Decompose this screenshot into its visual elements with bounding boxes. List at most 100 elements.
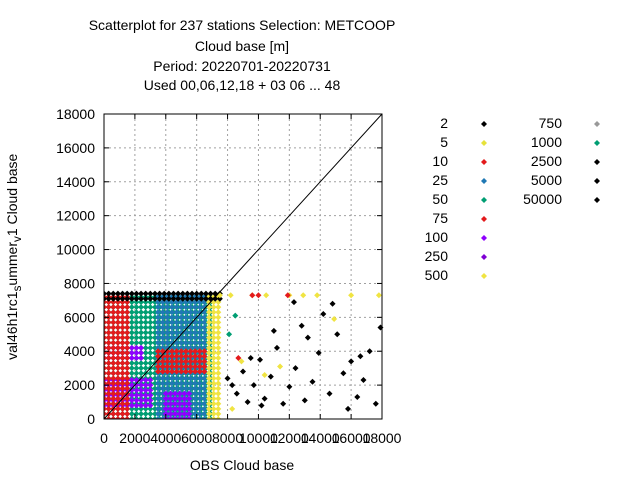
data-point bbox=[227, 292, 234, 299]
data-point bbox=[173, 368, 180, 375]
data-point bbox=[110, 319, 117, 326]
data-point bbox=[178, 324, 185, 331]
data-point bbox=[173, 380, 180, 387]
data-point bbox=[189, 295, 196, 302]
data-point bbox=[206, 370, 213, 377]
x-tick-label: 2000 bbox=[119, 430, 150, 446]
data-point bbox=[138, 324, 145, 331]
data-point bbox=[105, 416, 112, 419]
data-point bbox=[161, 295, 168, 302]
data-point bbox=[170, 295, 177, 302]
data-point bbox=[286, 383, 293, 390]
data-point bbox=[206, 319, 213, 326]
data-point bbox=[147, 402, 154, 409]
y-tick-label: 8000 bbox=[64, 275, 95, 291]
data-point bbox=[124, 290, 131, 297]
y-axis-label-part: 1 Cloud base bbox=[4, 153, 21, 237]
data-point bbox=[124, 395, 131, 402]
data-point bbox=[315, 349, 322, 356]
data-point bbox=[173, 363, 180, 370]
data-point bbox=[178, 363, 185, 370]
data-point bbox=[164, 319, 171, 326]
data-point bbox=[110, 400, 117, 407]
data-point bbox=[114, 349, 121, 356]
legend-marker bbox=[481, 254, 487, 260]
data-point bbox=[133, 387, 140, 394]
data-point bbox=[261, 395, 268, 402]
data-point bbox=[105, 385, 112, 392]
data-point bbox=[124, 329, 131, 336]
data-point bbox=[193, 295, 200, 302]
data-point bbox=[192, 363, 199, 370]
data-point bbox=[114, 380, 121, 387]
data-point bbox=[377, 324, 384, 331]
data-point bbox=[114, 405, 121, 412]
data-point bbox=[196, 390, 203, 397]
data-point bbox=[172, 405, 179, 412]
data-point bbox=[151, 334, 158, 341]
data-point bbox=[176, 410, 183, 417]
data-point bbox=[128, 397, 135, 404]
data-point bbox=[124, 355, 131, 361]
data-point bbox=[142, 360, 149, 367]
data-point bbox=[105, 390, 112, 397]
data-point bbox=[119, 400, 126, 407]
y-tick-label: 4000 bbox=[64, 343, 95, 359]
data-point bbox=[178, 348, 185, 355]
data-point bbox=[110, 390, 117, 397]
legend-marker bbox=[594, 178, 600, 184]
data-point bbox=[147, 382, 154, 389]
legend-marker bbox=[594, 159, 600, 165]
data-point bbox=[104, 309, 107, 316]
data-point bbox=[128, 405, 135, 412]
data-point bbox=[110, 324, 117, 331]
data-point bbox=[119, 295, 126, 302]
data-point bbox=[138, 405, 145, 412]
data-point bbox=[210, 380, 217, 387]
data-point bbox=[133, 397, 140, 404]
data-point bbox=[206, 324, 213, 331]
data-point bbox=[184, 290, 191, 297]
data-point bbox=[168, 304, 175, 311]
y-axis-label-part: ummer bbox=[4, 242, 21, 286]
x-tick-label: 0 bbox=[100, 430, 108, 446]
legend-label: 500 bbox=[425, 267, 449, 283]
data-point bbox=[128, 344, 135, 351]
data-point bbox=[104, 400, 107, 407]
data-point bbox=[142, 324, 149, 331]
data-point bbox=[133, 290, 140, 297]
data-point bbox=[110, 365, 117, 372]
data-point bbox=[326, 390, 333, 397]
y-tick-label: 18000 bbox=[56, 106, 95, 122]
data-point bbox=[196, 329, 203, 336]
data-point bbox=[114, 365, 121, 372]
data-point bbox=[206, 400, 213, 407]
data-point bbox=[192, 358, 199, 365]
data-point bbox=[114, 360, 121, 367]
data-point bbox=[142, 355, 149, 361]
data-point bbox=[192, 334, 199, 341]
data-point bbox=[138, 387, 145, 394]
data-point bbox=[114, 416, 121, 419]
data-point bbox=[105, 395, 112, 402]
data-point bbox=[105, 375, 112, 382]
data-point bbox=[168, 309, 175, 316]
legend-marker bbox=[594, 121, 600, 127]
data-point bbox=[104, 385, 107, 392]
data-point bbox=[124, 295, 131, 302]
data-point bbox=[196, 405, 203, 412]
data-point bbox=[147, 334, 154, 341]
y-tick-label: 14000 bbox=[56, 174, 95, 190]
data-point bbox=[182, 380, 189, 387]
data-point bbox=[198, 290, 205, 297]
data-point bbox=[192, 324, 199, 331]
data-point bbox=[168, 348, 175, 355]
data-point bbox=[119, 375, 126, 382]
data-point bbox=[138, 392, 145, 399]
data-point bbox=[215, 334, 222, 341]
data-point bbox=[155, 395, 162, 402]
data-point bbox=[165, 295, 172, 302]
legend-label: 75 bbox=[432, 210, 448, 226]
data-point bbox=[185, 400, 192, 407]
data-point bbox=[210, 344, 217, 351]
